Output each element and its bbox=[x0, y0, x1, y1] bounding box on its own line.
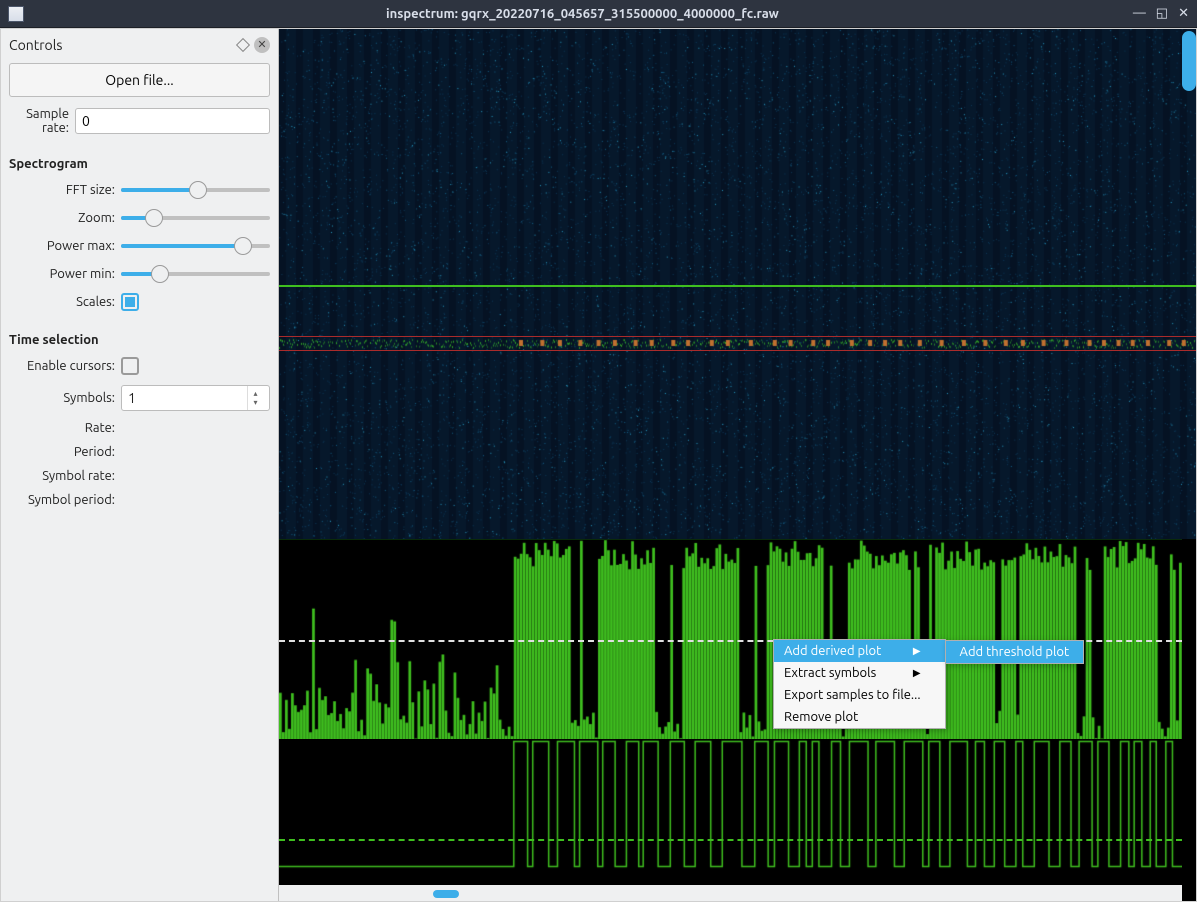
power-max-label: Power max: bbox=[9, 239, 121, 253]
power-min-slider[interactable] bbox=[121, 265, 270, 283]
window-title: inspectrum: gqrx_20220716_045657_3155000… bbox=[32, 7, 1133, 21]
context-submenu-item[interactable]: Add threshold plot bbox=[946, 641, 1084, 663]
horizontal-scrollbar-thumb[interactable] bbox=[433, 890, 459, 898]
zoom-label: Zoom: bbox=[9, 211, 121, 225]
filter-red-line-lower[interactable] bbox=[279, 350, 1196, 351]
power-min-label: Power min: bbox=[9, 267, 121, 281]
controls-panel-title: Controls bbox=[9, 37, 62, 53]
amplitude-plot[interactable] bbox=[279, 539, 1182, 739]
fft-size-slider[interactable] bbox=[121, 181, 270, 199]
rate-label: Rate: bbox=[9, 421, 121, 435]
period-label: Period: bbox=[9, 445, 121, 459]
context-menu-item-label: Extract symbols bbox=[784, 666, 876, 680]
threshold-canvas bbox=[279, 739, 1182, 869]
submenu-arrow-icon: ▶ bbox=[913, 667, 921, 679]
open-file-button[interactable]: Open file... bbox=[9, 63, 270, 97]
symbols-label: Symbols: bbox=[9, 391, 121, 405]
horizontal-scrollbar-track[interactable] bbox=[279, 885, 1182, 901]
context-menu-item-label: Remove plot bbox=[784, 710, 858, 724]
tuner-green-line[interactable] bbox=[279, 285, 1196, 287]
context-menu-item[interactable]: Extract symbols ▶ bbox=[774, 662, 945, 684]
titlebar: inspectrum: gqrx_20220716_045657_3155000… bbox=[0, 0, 1197, 28]
close-icon[interactable]: ✕ bbox=[1178, 6, 1189, 21]
context-menu-item-label: Add derived plot bbox=[784, 644, 881, 658]
threshold-dash-line bbox=[279, 839, 1182, 841]
zoom-slider[interactable] bbox=[121, 209, 270, 227]
filter-red-line-upper[interactable] bbox=[279, 336, 1196, 337]
app-body: Controls ✕ Open file... Sample rate: Spe… bbox=[0, 28, 1197, 902]
context-menu-item[interactable]: Export samples to file... bbox=[774, 684, 945, 706]
time-selection-header: Time selection bbox=[9, 333, 270, 347]
enable-cursors-checkbox[interactable] bbox=[121, 357, 139, 375]
app-icon bbox=[8, 6, 24, 22]
float-panel-icon[interactable] bbox=[236, 38, 250, 52]
sample-rate-input[interactable] bbox=[75, 108, 270, 134]
spectrogram-header: Spectrogram bbox=[9, 157, 270, 171]
context-menu: Add derived plot▶Add threshold plotExtra… bbox=[773, 639, 946, 729]
minimize-icon[interactable]: — bbox=[1133, 6, 1146, 21]
close-panel-icon[interactable]: ✕ bbox=[254, 37, 270, 53]
spin-arrows-icon[interactable]: ▴▾ bbox=[247, 386, 263, 410]
fft-size-label: FFT size: bbox=[9, 183, 121, 197]
vertical-scrollbar[interactable] bbox=[1182, 31, 1196, 91]
symbols-spinbox[interactable]: 1 ▴▾ bbox=[121, 385, 270, 411]
sample-rate-label: Sample rate: bbox=[9, 107, 75, 135]
power-max-slider[interactable] bbox=[121, 237, 270, 255]
submenu-arrow-icon: ▶ bbox=[913, 645, 921, 657]
symbols-value: 1 bbox=[128, 390, 247, 406]
main-view[interactable]: Add derived plot▶Add threshold plotExtra… bbox=[279, 29, 1196, 901]
context-menu-item[interactable]: Remove plot bbox=[774, 706, 945, 728]
enable-cursors-label: Enable cursors: bbox=[9, 359, 121, 373]
symbol-period-label: Symbol period: bbox=[9, 493, 121, 507]
threshold-plot[interactable] bbox=[279, 739, 1182, 869]
symbol-rate-label: Symbol rate: bbox=[9, 469, 121, 483]
scales-checkbox[interactable] bbox=[121, 293, 139, 311]
controls-panel: Controls ✕ Open file... Sample rate: Spe… bbox=[1, 29, 279, 901]
scales-label: Scales: bbox=[9, 295, 121, 309]
context-menu-item[interactable]: Add derived plot ▶ bbox=[774, 640, 945, 662]
context-submenu: Add threshold plot bbox=[945, 640, 1085, 664]
maximize-icon[interactable]: ◱ bbox=[1156, 6, 1168, 21]
spectrogram-canvas[interactable] bbox=[279, 29, 1196, 539]
context-menu-item-label: Export samples to file... bbox=[784, 688, 921, 702]
